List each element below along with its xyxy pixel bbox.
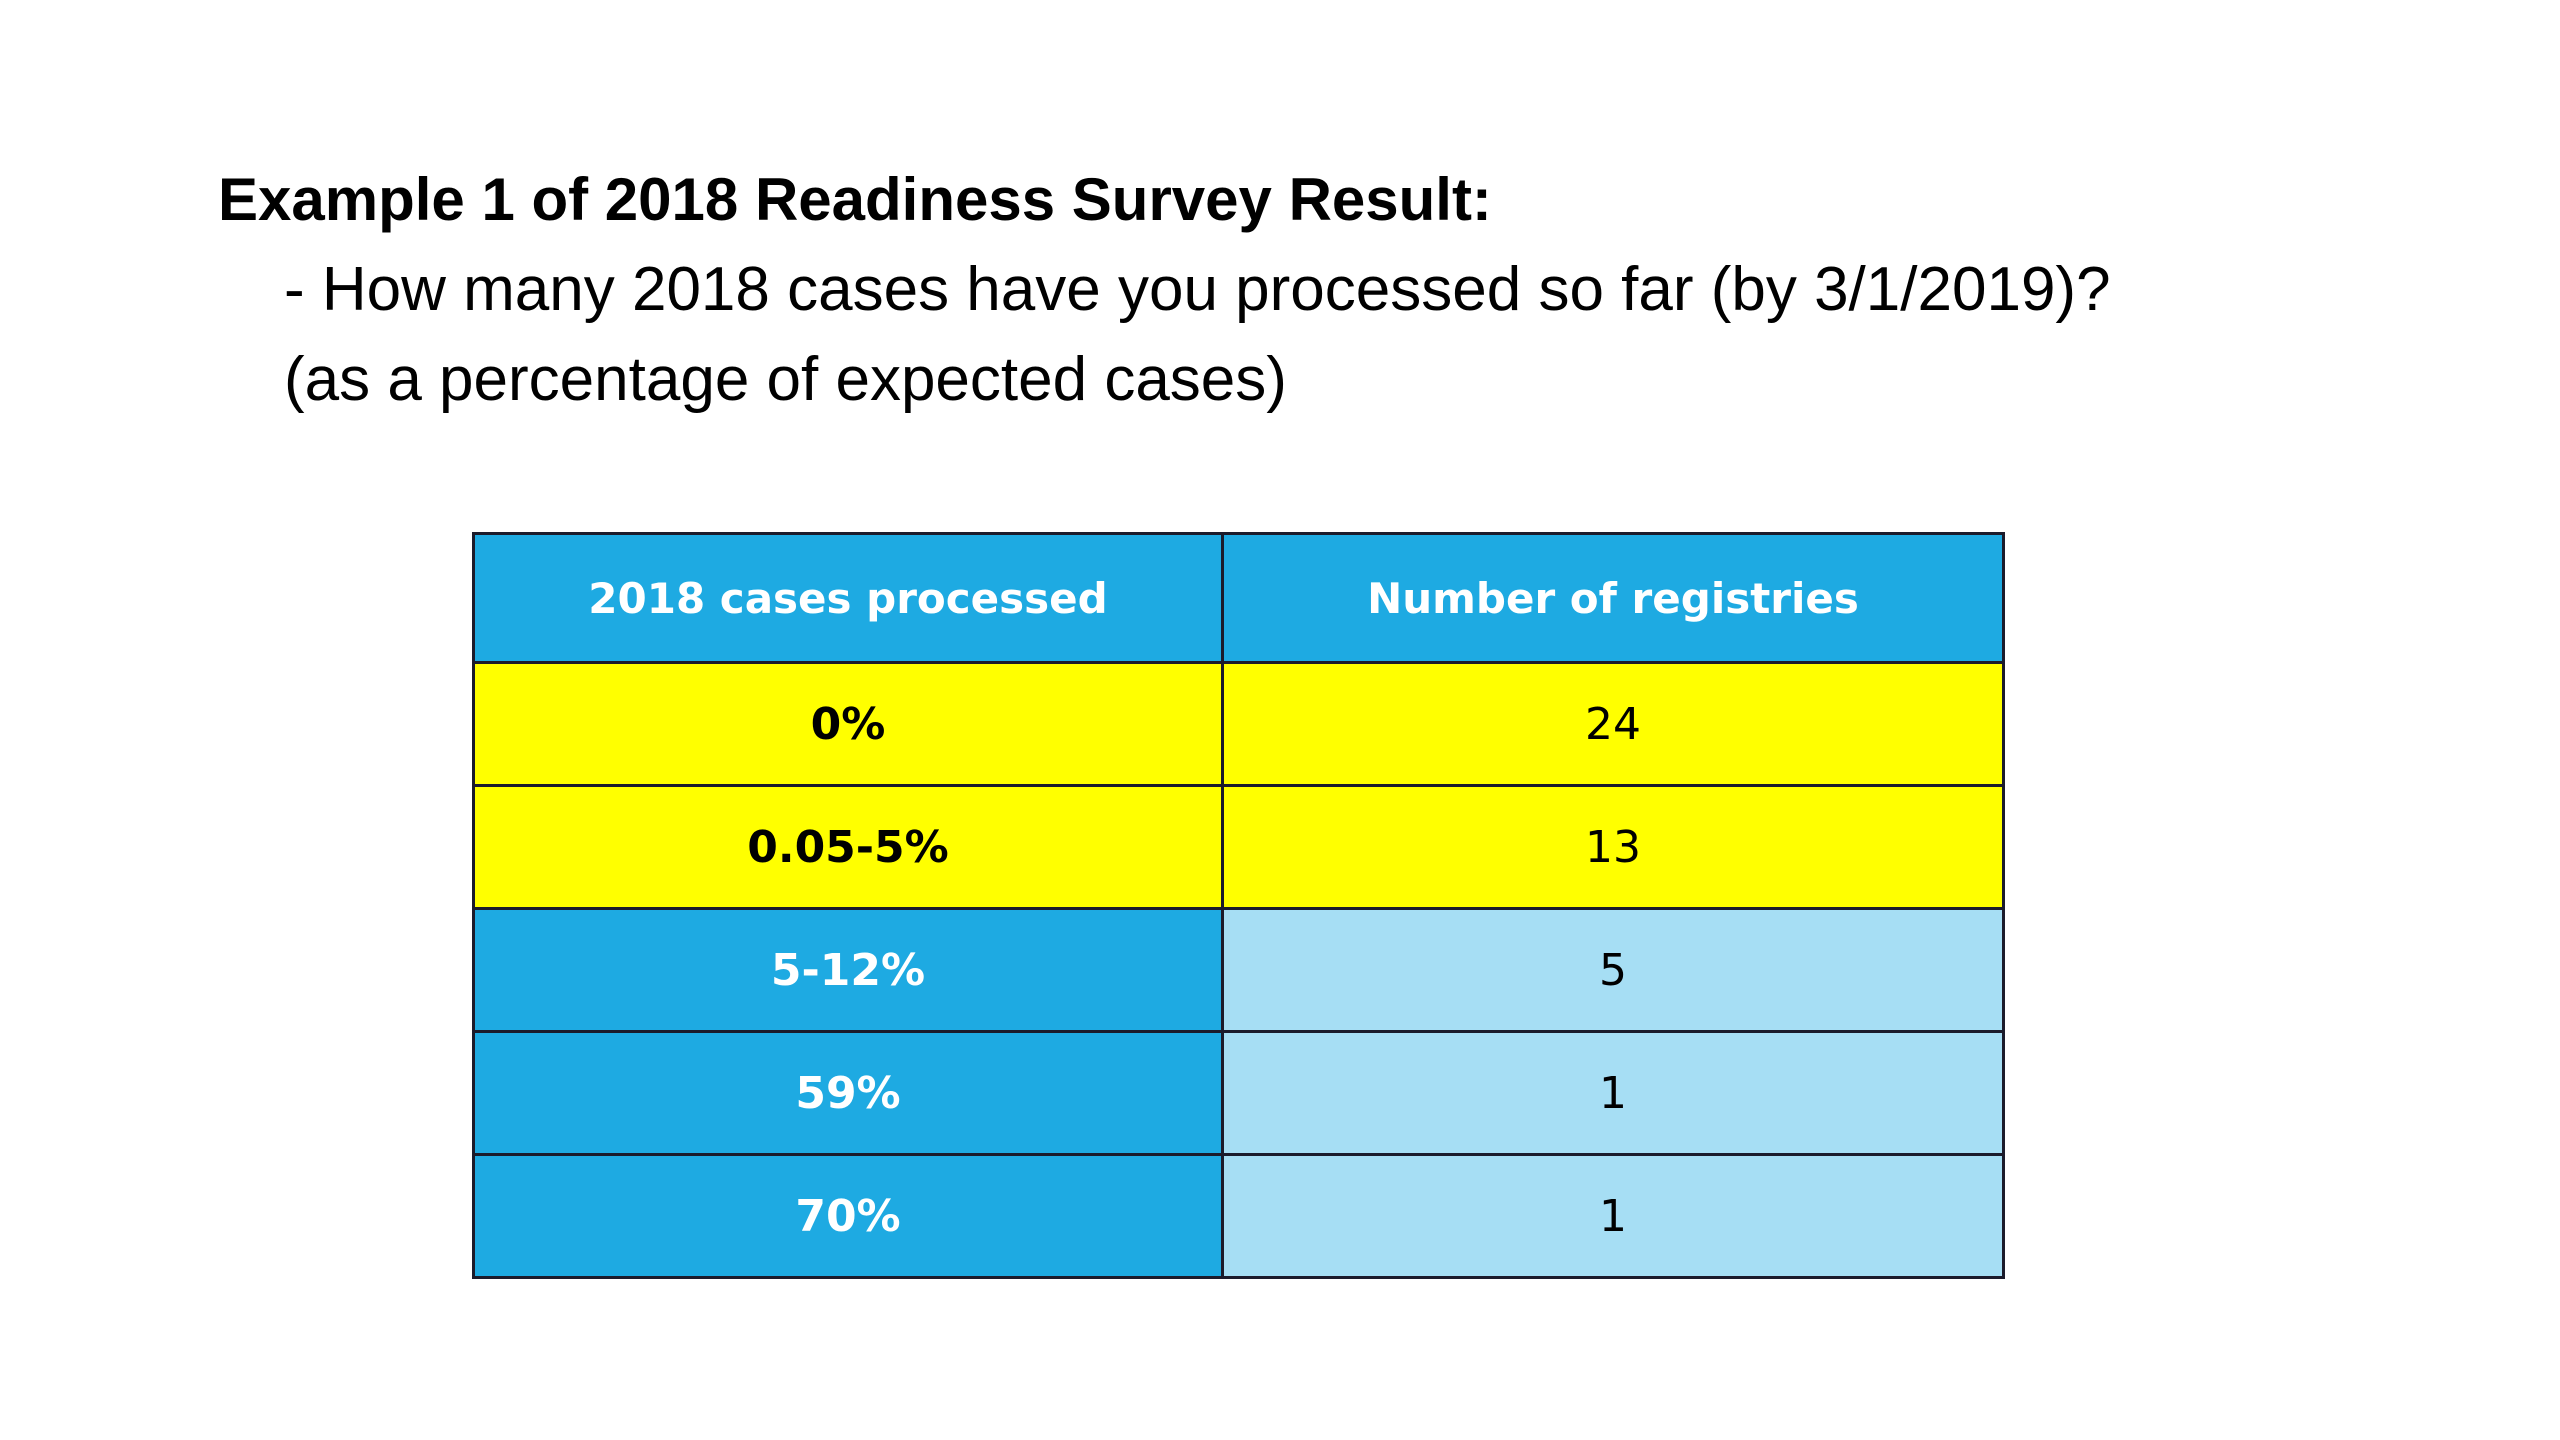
cases-range-cell: 0% xyxy=(472,661,1224,787)
table-row: 5-12% 5 xyxy=(472,907,2005,1033)
cases-range-cell: 5-12% xyxy=(472,907,1224,1033)
question-line-1: - How many 2018 cases have you processed… xyxy=(284,255,2111,324)
table-header-row: 2018 cases processed Number of registrie… xyxy=(472,532,2005,664)
survey-results-table: 2018 cases processed Number of registrie… xyxy=(472,532,2005,1279)
cases-range-cell: 0.05-5% xyxy=(472,784,1224,910)
table-row: 59% 1 xyxy=(472,1030,2005,1156)
table-row: 0% 24 xyxy=(472,661,2005,787)
registry-count-cell: 5 xyxy=(1221,907,2005,1033)
table-row: 70% 1 xyxy=(472,1153,2005,1279)
table-row: 0.05-5% 13 xyxy=(472,784,2005,910)
cases-range-cell: 70% xyxy=(472,1153,1224,1279)
registry-count-cell: 1 xyxy=(1221,1153,2005,1279)
header-cases-processed: 2018 cases processed xyxy=(472,532,1224,664)
registry-count-cell: 24 xyxy=(1221,661,2005,787)
registry-count-cell: 13 xyxy=(1221,784,2005,910)
question-line-2: (as a percentage of expected cases) xyxy=(284,345,1287,414)
slide-text-block: Example 1 of 2018 Readiness Survey Resul… xyxy=(218,155,2111,425)
cases-range-cell: 59% xyxy=(472,1030,1224,1156)
slide-heading: Example 1 of 2018 Readiness Survey Resul… xyxy=(218,166,1492,233)
registry-count-cell: 1 xyxy=(1221,1030,2005,1156)
header-number-of-registries: Number of registries xyxy=(1221,532,2005,664)
